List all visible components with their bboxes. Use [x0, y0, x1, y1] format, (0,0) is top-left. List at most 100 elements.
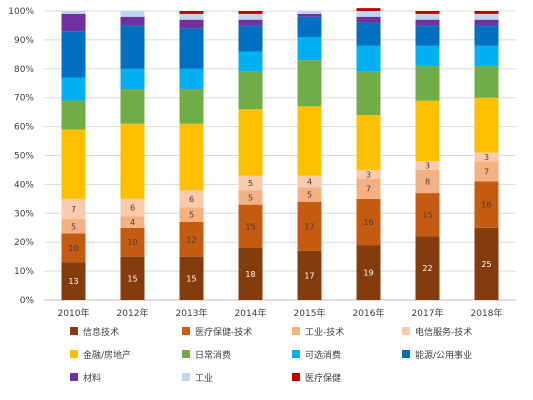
legend-label: 金融/房地产 [83, 349, 131, 361]
bar-segment [474, 181, 499, 228]
legend-swatch [182, 373, 190, 381]
bar-segment [61, 31, 86, 78]
legend-label: 能源/公用事业 [415, 349, 472, 361]
bar-segment-label: 15 [186, 274, 196, 283]
bar-segment [474, 45, 499, 66]
x-tick-label: 2016年 [353, 307, 385, 319]
gridlines [44, 10, 516, 301]
bar-segment [356, 22, 381, 46]
bar-segment [415, 100, 440, 162]
bar-segment [179, 28, 204, 69]
bar-segment-label: 6 [130, 204, 135, 213]
bar-segment [474, 11, 499, 14]
bar-segment [238, 204, 263, 248]
x-tick-label: 2017年 [412, 307, 444, 319]
y-tick-label: 70% [14, 94, 34, 104]
bar-segment [120, 123, 145, 199]
bar-segment [474, 65, 499, 98]
bar-segment [120, 216, 145, 228]
bar-segment-label: 6 [189, 195, 194, 204]
bar-segment [120, 16, 145, 26]
bar-segment [415, 161, 440, 170]
bar-segment-label: 3 [484, 153, 489, 162]
x-tick-label: 2012年 [117, 307, 149, 319]
bar-segment [356, 178, 381, 199]
bar-segment [474, 161, 499, 182]
bar-segment [297, 11, 322, 14]
bar-segment [297, 60, 322, 107]
bar-segment [238, 13, 263, 20]
bars: 13 10 5 7 15 10 4 6 15 12 5 6 18 15 5 5 17 17 5 4 19 16 7 3 22 15… [61, 8, 499, 300]
bar-segment [61, 129, 86, 199]
bar-segment [61, 11, 86, 14]
bar-segment [415, 25, 440, 46]
bar-segment-label: 19 [363, 269, 373, 278]
bar-segment [120, 256, 145, 300]
legend-swatch [402, 350, 410, 358]
y-axis-ticks: 0% 10% 20% 30% 40% 50% 60% 70% 80% 90% 100% [8, 7, 34, 306]
bar-segment-label: 7 [366, 185, 371, 194]
legend-swatch [292, 327, 300, 335]
bar-segment [179, 13, 204, 20]
bar-segment [179, 19, 204, 29]
bar-segment [61, 77, 86, 101]
bar-segment-label: 3 [425, 162, 430, 171]
bar-segment-label: 12 [186, 235, 196, 244]
bar-segment-label: 5 [189, 211, 194, 220]
bar-segment [415, 19, 440, 26]
bar-segment [61, 100, 86, 130]
y-tick-label: 60% [14, 123, 34, 133]
bar-segment [356, 11, 381, 17]
bar-segment [415, 236, 440, 300]
bar-segment [179, 11, 204, 14]
bar-segment [120, 68, 145, 90]
bar-segment-label: 10 [127, 238, 137, 247]
bar-segment [415, 169, 440, 194]
bar-segment [356, 71, 381, 116]
x-axis-ticks: 2010年 2012年 2013年 2014年 2015年 2016年 2017年 2018年 [58, 307, 503, 319]
y-tick-label: 20% [14, 238, 34, 248]
bar-segment-label: 3 [366, 170, 371, 179]
legend-swatch [70, 350, 78, 358]
bar-segment-label: 4 [130, 218, 135, 227]
y-tick-label: 30% [14, 209, 34, 219]
legend-label: 信息技术 [83, 326, 119, 338]
bar-segment-label: 10 [68, 244, 78, 253]
x-tick-label: 2015年 [294, 307, 326, 319]
legend-swatch [292, 350, 300, 358]
bar-segment [415, 11, 440, 14]
bar-segment [356, 8, 381, 11]
bar-segment-label: 17 [304, 222, 314, 231]
bar-segment [179, 89, 204, 124]
bar-segment [61, 262, 86, 300]
bar-segment [61, 198, 86, 220]
bar-segment [120, 227, 145, 257]
y-tick-label: 80% [14, 65, 34, 75]
bar-segment [474, 25, 499, 46]
bar-segment-label: 22 [422, 264, 432, 273]
bar-segment [415, 13, 440, 20]
bar-segment-label: 5 [248, 193, 253, 202]
legend-label: 材料 [83, 372, 101, 384]
y-tick-label: 0% [20, 296, 35, 306]
y-tick-label: 90% [14, 36, 34, 46]
y-tick-label: 10% [14, 267, 34, 277]
bar-segment-label: 13 [68, 277, 78, 286]
y-tick-label: 50% [14, 152, 34, 162]
bar-segment-label: 4 [307, 178, 312, 187]
bar-segment [120, 25, 145, 69]
bar-segment [415, 65, 440, 101]
bar-segment [474, 227, 499, 300]
bar-segment-label: 15 [245, 222, 255, 231]
y-tick-label: 100% [8, 7, 34, 17]
legend-label: 电信服务-技术 [415, 326, 472, 338]
legend-swatch [70, 373, 78, 381]
bar-segment [238, 11, 263, 14]
bar-segment [238, 190, 263, 205]
bar-segment [179, 123, 204, 191]
bar-segment-label: 18 [245, 270, 255, 279]
bar-segment [356, 115, 381, 170]
legend-label: 可选消费 [305, 349, 341, 361]
